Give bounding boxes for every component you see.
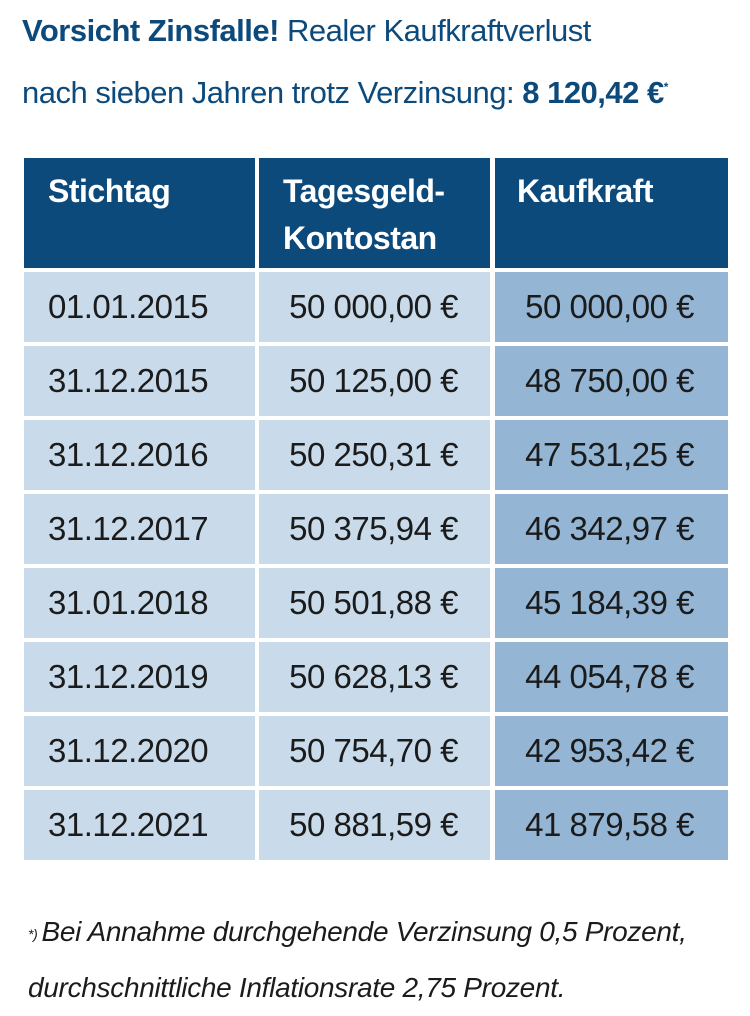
cell-kontostand: 50 881,59 €	[259, 790, 490, 860]
cell-kontostand: 50 125,00 €	[259, 346, 490, 416]
footnote-marker-label: *)	[28, 926, 38, 942]
cell-kaufkraft: 42 953,42 €	[495, 716, 728, 786]
headline-line-1: Vorsicht Zinsfalle! Realer Kaufkraftverl…	[22, 0, 742, 62]
cell-kaufkraft: 48 750,00 €	[495, 346, 728, 416]
table-row: 01.01.2015 50 000,00 €50 000,00 €	[24, 272, 728, 342]
cell-stichtag: 01.01.2015	[24, 272, 255, 342]
table-body: 01.01.2015 50 000,00 €50 000,00 €31.12.20…	[24, 272, 728, 860]
cell-kontostand: 50 628,13 €	[259, 642, 490, 712]
footnote: *) Bei Annahme durchgehende Verzinsung 0,…	[28, 904, 738, 1016]
headline-line2-text: nach sieben Jahren trotz Verzinsung:	[22, 75, 515, 110]
footnote-text-2: durchschnittliche Inflationsrate 2,75 Pr…	[28, 972, 566, 1003]
table-header-row: Stichtag Tagesgeld-Kontostand Kaufkraft	[24, 158, 728, 303]
cell-kontostand: 50 754,70 €	[259, 716, 490, 786]
table-row: 31.12.2017 50 375,94 €46 342,97 €	[24, 494, 728, 564]
header-kontostand-label: Tagesgeld-Kontostand	[283, 173, 445, 303]
table-row: 31.01.2018 50 501,88 €45 184,39 €	[24, 568, 728, 638]
cell-kontostand: 50 250,31 €	[259, 420, 490, 490]
table-row: 31.12.2020 50 754,70 €42 953,42 €	[24, 716, 728, 786]
cell-kaufkraft: 47 531,25 €	[495, 420, 728, 490]
cell-kaufkraft: 41 879,58 €	[495, 790, 728, 860]
table-row: 31.12.2016 50 250,31 €47 531,25 €	[24, 420, 728, 490]
headline-text: Realer Kaufkraftverlust	[287, 13, 591, 48]
table-row: 31.12.2015 50 125,00 €48 750,00 €	[24, 346, 728, 416]
cell-kaufkraft: 44 054,78 €	[495, 642, 728, 712]
cell-kontostand: 50 375,94 €	[259, 494, 490, 564]
header-kaufkraft: Kaufkraft	[495, 158, 728, 268]
header-kontostand: Tagesgeld-Kontostand	[259, 158, 490, 303]
headline: Vorsicht Zinsfalle! Realer Kaufkraftverl…	[22, 0, 742, 124]
footnote-text-1: Bei Annahme durchgehende Verzinsung 0,5 …	[41, 916, 687, 947]
cell-stichtag: 31.12.2015	[24, 346, 255, 416]
cell-stichtag: 31.12.2021	[24, 790, 255, 860]
cell-kaufkraft: 50 000,00 €	[495, 272, 728, 342]
cell-kontostand: 50 000,00 €	[259, 272, 490, 342]
cell-stichtag: 31.12.2020	[24, 716, 255, 786]
headline-bold: Vorsicht Zinsfalle!	[22, 13, 279, 48]
headline-line-2: nach sieben Jahren trotz Verzinsung: 8 1…	[22, 62, 742, 124]
cell-kaufkraft: 45 184,39 €	[495, 568, 728, 638]
cell-stichtag: 31.01.2018	[24, 568, 255, 638]
cell-kaufkraft: 46 342,97 €	[495, 494, 728, 564]
loss-amount: 8 120,42 €	[522, 75, 664, 110]
cell-kontostand: 50 501,88 €	[259, 568, 490, 638]
table-row: 31.12.2021 50 881,59 €41 879,58 €	[24, 790, 728, 860]
cell-stichtag: 31.12.2017	[24, 494, 255, 564]
footnote-marker: *	[663, 80, 669, 94]
footnote-line-2: durchschnittliche Inflationsrate 2,75 Pr…	[28, 960, 738, 1016]
purchasing-power-table: Stichtag Tagesgeld-Kontostand Kaufkraft …	[24, 158, 728, 864]
footnote-line-1: *) Bei Annahme durchgehende Verzinsung 0,…	[28, 904, 738, 960]
cell-stichtag: 31.12.2019	[24, 642, 255, 712]
header-stichtag: Stichtag	[24, 158, 255, 268]
table-row: 31.12.2019 50 628,13 €44 054,78 €	[24, 642, 728, 712]
cell-stichtag: 31.12.2016	[24, 420, 255, 490]
